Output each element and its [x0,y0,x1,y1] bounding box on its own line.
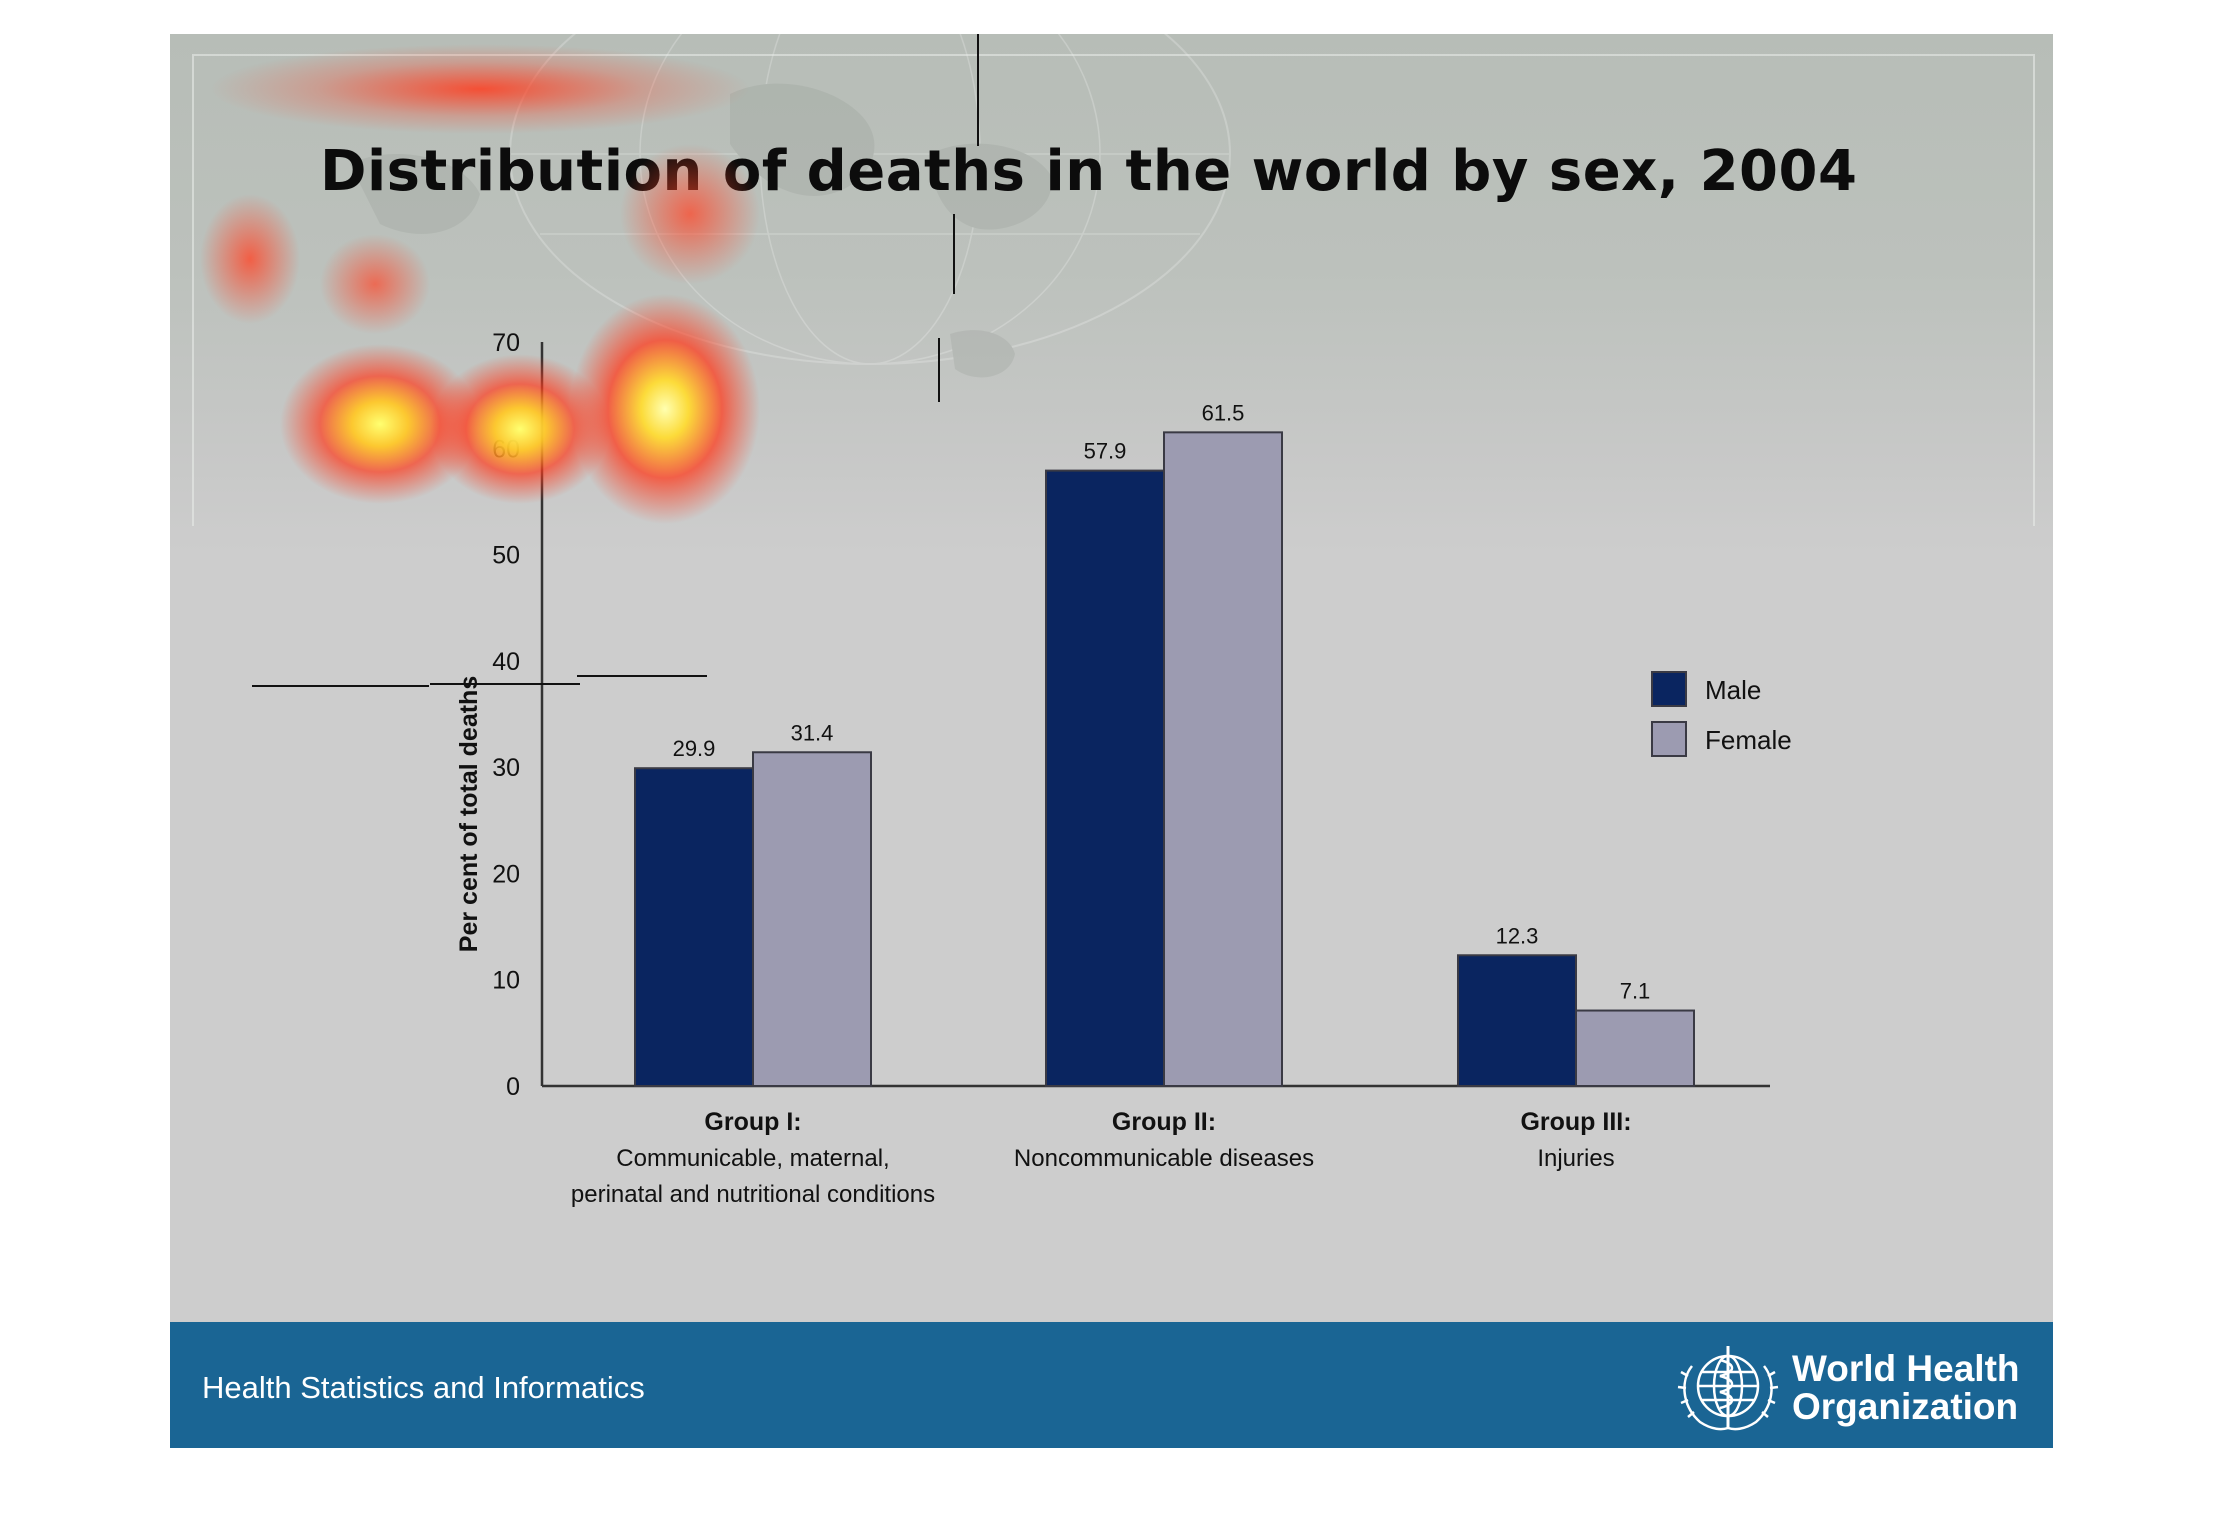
y-tick-label: 0 [506,1073,520,1101]
category-subtitle: Communicable, maternal, [616,1145,889,1172]
category-title: Group I: [704,1108,801,1136]
bar-value-label: 7.1 [1620,979,1651,1004]
y-axis-title: Per cent of total deaths [455,676,483,952]
bar-male [1457,954,1577,1087]
bar-value-label: 57.9 [1084,439,1127,464]
cursor-line [430,683,580,685]
legend-swatch-female [1651,721,1687,757]
legend-label: Male [1705,675,1761,705]
world-map-watermark [350,34,1231,378]
y-tick-label: 10 [492,967,520,995]
bar-female [752,751,872,1088]
y-tick-label: 20 [492,860,520,888]
bar-male [1045,469,1165,1087]
bar-value-label: 12.3 [1496,923,1539,948]
y-tick-label: 50 [492,542,520,570]
bars [634,431,1695,1088]
cursor-line [577,675,707,677]
who-name-line1: World Health [1792,1348,2020,1389]
bar-value-label: 31.4 [791,720,834,745]
category-title: Group II: [1112,1108,1216,1136]
category-subtitle: Injuries [1537,1145,1614,1172]
cursor-line [252,685,429,687]
who-name-line2: Organization [1792,1386,2019,1427]
who-emblem-icon [1677,1346,1779,1431]
page-title: Distribution of deaths in the world by s… [320,139,1858,204]
footer-text: Health Statistics and Informatics [202,1370,645,1405]
y-tick-label: 40 [492,648,520,676]
bar-value-labels: 29.9 31.4 57.9 61.5 12.3 7.1 [673,400,1651,1003]
bar-male [634,767,754,1087]
legend-label: Female [1705,725,1792,755]
who-logo: World Health Organization [1670,1332,2030,1442]
footer-bar: Health Statistics and Informatics [170,1322,2053,1448]
bar-female [1575,1009,1695,1088]
who-name: World Health Organization [1792,1350,2020,1426]
category-subtitle: Noncommunicable diseases [1014,1145,1314,1172]
y-tick-label: 30 [492,754,520,782]
x-axis-labels: Group I: Communicable, maternal, perinatal… [571,1108,1632,1208]
bar-value-label: 61.5 [1202,400,1245,425]
legend-swatch-male [1651,671,1687,707]
slide-inner-frame [192,54,2035,526]
cursor-line [977,34,979,146]
bar-value-label: 29.9 [673,736,716,761]
legend: Male Female [1651,671,1792,757]
bar-female [1163,431,1283,1088]
slide: Distribution of deaths in the world by s… [170,34,2053,1448]
category-subtitle: perinatal and nutritional conditions [571,1181,935,1208]
cursor-line [938,338,940,402]
cursor-line [953,214,955,294]
category-title: Group III: [1520,1108,1631,1136]
y-tick-label: 70 [492,329,520,357]
y-tick-label: 60 [492,435,520,463]
